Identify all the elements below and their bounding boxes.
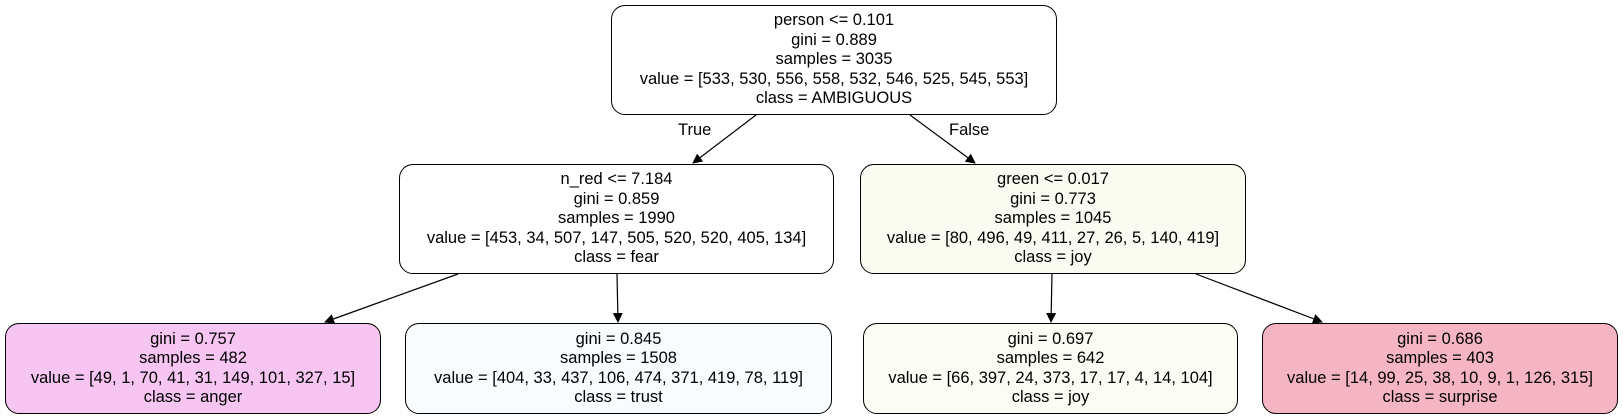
- node-gini: gini = 0.686: [1397, 329, 1483, 348]
- tree-leaf-anger: gini = 0.757 samples = 482 value = [49, …: [5, 323, 381, 414]
- node-value: value = [49, 1, 70, 41, 31, 149, 101, 32…: [30, 368, 356, 387]
- node-class: class = anger: [143, 388, 243, 406]
- node-class: class = surprise: [1382, 388, 1498, 406]
- node-gini: gini = 0.889: [791, 30, 877, 49]
- edge-right-rightright: [1195, 273, 1323, 324]
- node-value: value = [404, 33, 437, 106, 474, 371, 41…: [434, 368, 803, 387]
- node-value: value = [14, 99, 25, 38, 10, 9, 1, 126, …: [1287, 368, 1593, 387]
- edge-left-leftleft: [324, 273, 459, 324]
- edge-label-true: True: [678, 121, 712, 139]
- edge-root-right: [909, 114, 976, 164]
- node-value: value = [533, 530, 556, 558, 532, 546, 5…: [639, 69, 1029, 88]
- node-samples: samples = 1508: [560, 349, 677, 367]
- node-class: class = joy: [1011, 388, 1090, 406]
- node-value: value = [453, 34, 507, 147, 505, 520, 52…: [426, 228, 807, 247]
- node-split: n_red <= 7.184: [560, 170, 673, 189]
- node-gini: gini = 0.845: [575, 329, 662, 348]
- node-class: class = trust: [574, 388, 663, 406]
- node-gini: gini = 0.773: [1010, 189, 1096, 208]
- edge-right-rightleft: [1046, 273, 1057, 323]
- edge-root-left: [692, 114, 757, 164]
- tree-leaf-surprise: gini = 0.686 samples = 403 value = [14, …: [1262, 323, 1618, 414]
- tree-node-right: green <= 0.017 gini = 0.773 samples = 10…: [860, 164, 1246, 274]
- node-samples: samples = 1990: [558, 209, 675, 228]
- node-class: class = fear: [574, 248, 659, 267]
- node-samples: samples = 482: [139, 349, 247, 367]
- tree-node-root: person <= 0.101 gini = 0.889 samples = 3…: [611, 5, 1057, 115]
- edge-left-leftright: [612, 273, 623, 323]
- node-samples: samples = 1045: [994, 209, 1112, 228]
- node-split: person <= 0.101: [773, 11, 895, 30]
- tree-leaf-trust: gini = 0.845 samples = 1508 value = [404…: [405, 323, 832, 414]
- node-value: value = [66, 397, 24, 373, 17, 17, 4, 14…: [888, 368, 1213, 387]
- node-gini: gini = 0.757: [150, 329, 236, 348]
- node-samples: samples = 403: [1386, 349, 1494, 367]
- node-gini: gini = 0.697: [1007, 329, 1094, 348]
- edge-label-false: False: [949, 121, 990, 139]
- node-gini: gini = 0.859: [573, 189, 660, 208]
- node-class: class = AMBIGUOUS: [755, 89, 913, 108]
- node-class: class = joy: [1014, 248, 1092, 267]
- node-split: green <= 0.017: [997, 170, 1109, 189]
- node-samples: samples = 642: [996, 349, 1105, 367]
- node-samples: samples = 3035: [775, 50, 893, 69]
- node-value: value = [80, 496, 49, 411, 27, 26, 5, 14…: [886, 228, 1220, 247]
- tree-leaf-joy: gini = 0.697 samples = 642 value = [66, …: [863, 323, 1238, 414]
- tree-node-left: n_red <= 7.184 gini = 0.859 samples = 19…: [399, 164, 834, 274]
